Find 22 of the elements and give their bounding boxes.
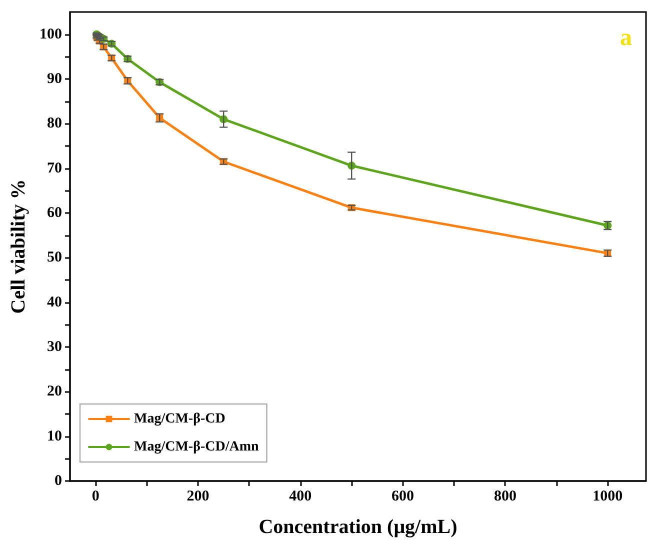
y-tick-label: 50	[47, 250, 62, 266]
y-tick-label: 80	[47, 116, 62, 132]
y-tick-label: 90	[47, 71, 62, 87]
y-tick-label: 20	[47, 384, 62, 400]
x-axis-title: Concentration (μg/mL)	[258, 516, 458, 538]
y-tick-label: 100	[40, 26, 62, 42]
x-tick-label: 400	[289, 488, 312, 504]
y-tick-label: 30	[47, 339, 62, 355]
x-tick-label: 1000	[592, 488, 623, 504]
y-tick-label: 40	[47, 294, 62, 310]
y-tick-label: 0	[54, 473, 62, 489]
legend-label: Mag/CM-β-CD/Amn	[134, 440, 260, 454]
x-tick-label: 200	[186, 488, 210, 504]
y-tick-label: 70	[47, 160, 62, 176]
annotation: a	[620, 25, 632, 51]
y-tick-label: 60	[47, 205, 62, 221]
y-tick-label: 10	[47, 428, 62, 444]
x-tick-label: 0	[92, 488, 100, 504]
y-axis-title: Cell viability %	[8, 179, 30, 314]
x-tick-label: 800	[494, 488, 516, 504]
legend-label: Mag/CM-β-CD	[134, 412, 226, 426]
x-tick-label: 600	[392, 488, 414, 504]
